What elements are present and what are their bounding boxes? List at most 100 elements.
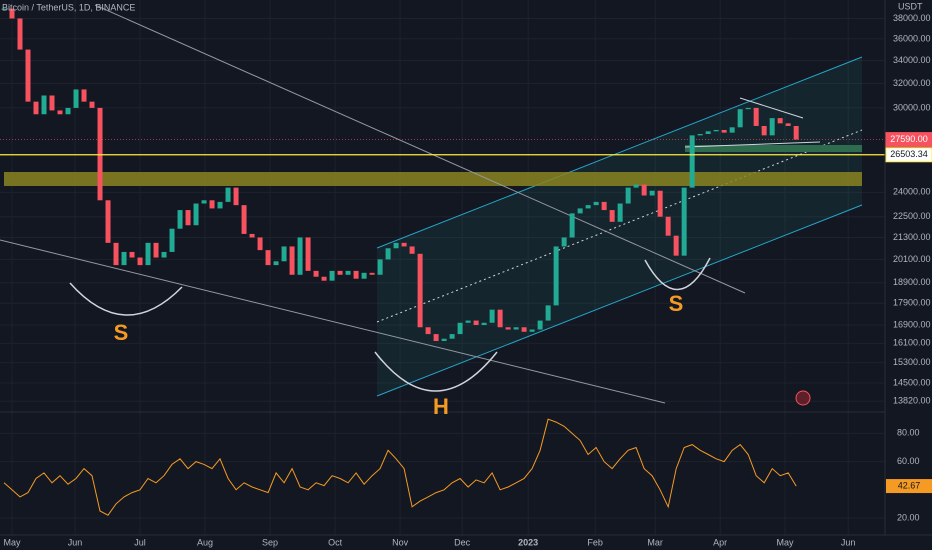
candle bbox=[89, 101, 95, 108]
candle bbox=[41, 95, 47, 115]
candle bbox=[113, 242, 119, 266]
candle bbox=[793, 125, 799, 140]
candle bbox=[537, 320, 543, 330]
y-tick-label: 30000.00 bbox=[893, 102, 931, 112]
candle bbox=[505, 327, 511, 330]
y-tick-label: 17900.00 bbox=[893, 298, 931, 308]
candle bbox=[689, 135, 695, 188]
candle bbox=[257, 237, 263, 251]
candle bbox=[321, 276, 327, 281]
candle bbox=[569, 213, 575, 238]
event-icon[interactable] bbox=[795, 390, 811, 406]
channel-lower bbox=[376, 204, 863, 397]
candle bbox=[273, 261, 279, 266]
y-tick-label: 21300.00 bbox=[893, 232, 931, 242]
candle bbox=[249, 233, 255, 238]
candle bbox=[433, 334, 439, 342]
candle bbox=[545, 305, 551, 321]
candle bbox=[481, 322, 487, 326]
candle bbox=[425, 327, 431, 335]
candle bbox=[289, 246, 295, 275]
candle bbox=[297, 237, 303, 275]
marks bbox=[0, 8, 885, 516]
x-tick-label: Nov bbox=[392, 537, 409, 547]
annotation: S bbox=[669, 291, 684, 316]
y-tick-label: 13820.00 bbox=[893, 396, 931, 406]
candle bbox=[513, 327, 519, 330]
candle bbox=[169, 228, 175, 252]
y-tick-label: 24000.00 bbox=[893, 187, 931, 197]
candle bbox=[529, 329, 535, 332]
candle bbox=[305, 237, 311, 271]
candle bbox=[473, 320, 479, 326]
candle bbox=[121, 251, 127, 266]
candle bbox=[489, 309, 495, 323]
candle bbox=[97, 107, 103, 201]
candle bbox=[25, 49, 31, 102]
candle bbox=[345, 270, 351, 275]
candle bbox=[497, 309, 503, 328]
candle bbox=[17, 18, 23, 50]
y-tick-label: 80.00 bbox=[897, 428, 920, 438]
x-tick-label: Apr bbox=[713, 537, 727, 547]
candle bbox=[457, 322, 463, 335]
candle bbox=[553, 246, 559, 306]
candle bbox=[73, 89, 79, 108]
x-tick-label: Jul bbox=[134, 537, 146, 547]
candle bbox=[177, 210, 183, 229]
candle bbox=[233, 187, 239, 206]
wedge-line bbox=[739, 97, 804, 119]
candle bbox=[609, 210, 615, 222]
candle bbox=[737, 109, 743, 128]
y-tick-label: 15300.00 bbox=[893, 357, 931, 367]
candle bbox=[65, 107, 71, 115]
price-label-bg bbox=[885, 147, 932, 163]
candle bbox=[353, 270, 359, 279]
candle bbox=[633, 184, 639, 188]
shoulder-curve bbox=[644, 257, 711, 291]
candle bbox=[649, 190, 655, 196]
y-tick-label: 18900.00 bbox=[893, 277, 931, 287]
y-tick-label: 60.00 bbox=[897, 456, 920, 466]
candle bbox=[681, 187, 687, 256]
candle bbox=[145, 242, 151, 266]
candle bbox=[753, 107, 759, 126]
price-label: 27590.00 bbox=[890, 134, 928, 144]
y-tick-label: 20.00 bbox=[897, 512, 920, 522]
candle bbox=[417, 253, 423, 328]
candle bbox=[577, 208, 583, 214]
x-tick-label: Aug bbox=[197, 537, 213, 547]
candle bbox=[641, 184, 647, 196]
candle bbox=[217, 201, 223, 209]
x-tick-label: 2023 bbox=[518, 537, 538, 547]
candle bbox=[385, 248, 391, 260]
candle bbox=[49, 95, 55, 111]
candle bbox=[721, 129, 727, 133]
x-tick-label: May bbox=[776, 537, 794, 547]
candle bbox=[225, 187, 231, 202]
x-tick-label: Feb bbox=[587, 537, 603, 547]
candle bbox=[729, 127, 735, 133]
annotation: S bbox=[114, 320, 129, 345]
axis-unit: USDT bbox=[898, 1, 923, 11]
candle bbox=[105, 200, 111, 243]
y-tick-label: 22500.00 bbox=[893, 211, 931, 221]
y-tick-label: 32000.00 bbox=[893, 78, 931, 88]
chart-title: Bitcoin / TetherUS, 1D, BINANCE bbox=[2, 2, 135, 12]
candle bbox=[9, 8, 15, 19]
candle bbox=[185, 210, 191, 226]
head-curve bbox=[374, 351, 498, 392]
candle bbox=[201, 200, 207, 204]
candle bbox=[337, 270, 343, 275]
candle bbox=[265, 250, 271, 266]
price-label-bg bbox=[885, 132, 932, 148]
price-label: 26503.34 bbox=[890, 149, 928, 159]
candle bbox=[241, 205, 247, 234]
candle bbox=[761, 125, 767, 136]
x-tick-label: Mar bbox=[647, 537, 663, 547]
candle bbox=[193, 203, 199, 226]
candle bbox=[745, 107, 751, 110]
candle bbox=[393, 242, 399, 249]
candle bbox=[465, 320, 471, 323]
y-tick-label: 38000.00 bbox=[893, 13, 931, 23]
